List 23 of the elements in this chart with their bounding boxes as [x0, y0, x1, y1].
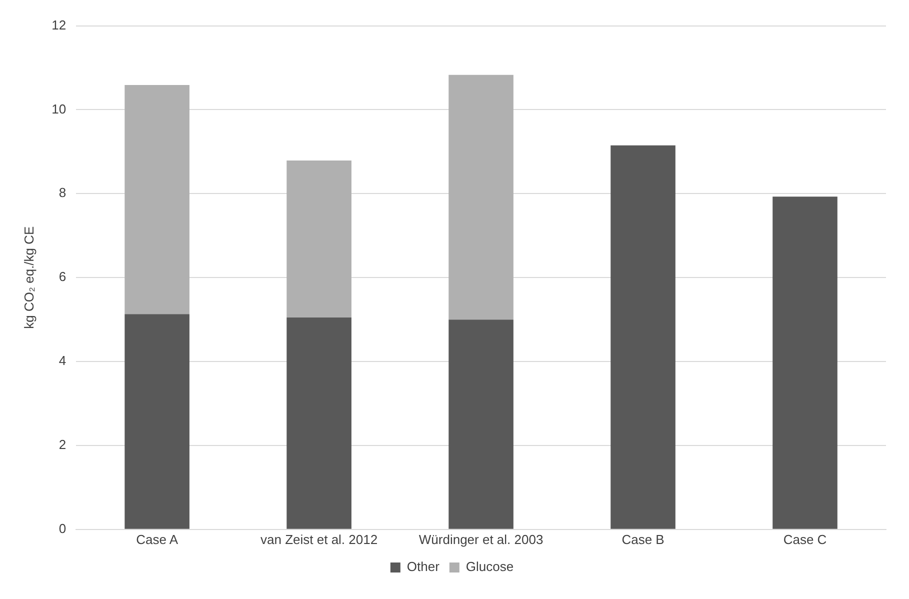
x-tick-label: Case C [783, 532, 827, 547]
x-tick-label: Case B [622, 532, 664, 547]
y-tick-label: 12 [52, 17, 66, 32]
legend-label: Other [406, 559, 440, 574]
x-tick-label: Case A [136, 532, 178, 547]
y-axis-title: kg CO₂ eq./kg CE [21, 226, 36, 329]
bar [286, 317, 352, 529]
y-tick-label: 8 [58, 185, 66, 200]
bar [610, 145, 676, 529]
bar [124, 314, 190, 529]
bar [124, 84, 190, 314]
x-tick-label: Würdinger et al. 2003 [418, 532, 544, 547]
y-tick-label: 4 [58, 353, 66, 368]
bar [448, 74, 514, 320]
y-tick-label: 2 [58, 437, 66, 452]
y-tick-label: 6 [58, 269, 66, 284]
bar [286, 160, 352, 318]
bar [448, 320, 514, 529]
x-tick-label: van Zeist et al. 2012 [260, 532, 378, 547]
y-tick-label: 0 [58, 520, 66, 536]
legend-label: Glucose [466, 559, 514, 574]
bar [772, 196, 838, 529]
y-tick-label: 10 [52, 101, 66, 116]
